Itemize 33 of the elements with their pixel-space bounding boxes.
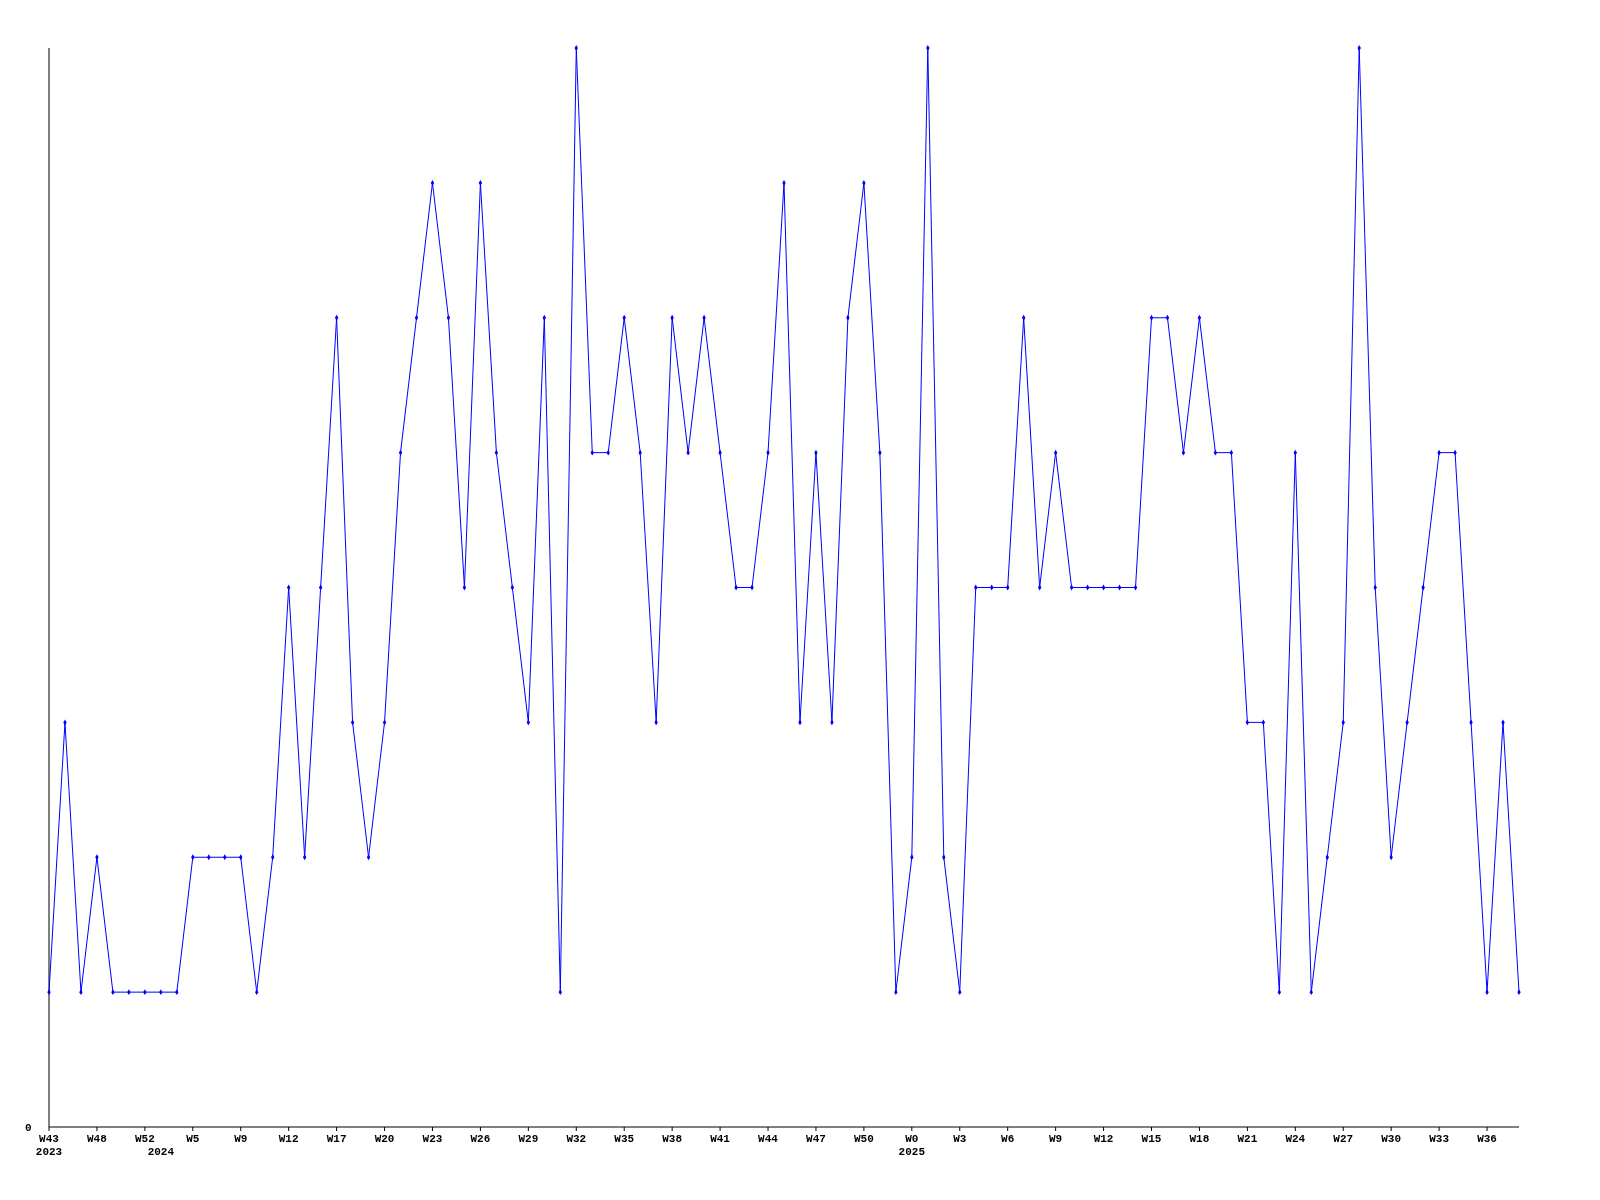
x-tick-label: W12 <box>278 1133 299 1145</box>
x-tick-label: W20 <box>374 1133 395 1145</box>
x-tick-label: W17 <box>326 1133 347 1145</box>
x-tick-label: W52 <box>134 1133 155 1145</box>
x-tick-label: W33 <box>1429 1133 1450 1145</box>
x-tick-label: W47 <box>806 1133 826 1145</box>
x-tick-label: W29 <box>518 1133 539 1145</box>
x-tick-label: W43 2023 <box>35 1133 63 1158</box>
x-tick-label: W32 <box>566 1133 587 1145</box>
x-tick-label: W6 <box>1001 1133 1015 1145</box>
x-tick-label: W12 <box>1093 1133 1114 1145</box>
x-tick-label: W36 <box>1477 1133 1497 1145</box>
x-tick-label: W18 <box>1189 1133 1210 1145</box>
x-tick-label: W30 <box>1381 1133 1402 1145</box>
x-tick-label: W23 <box>422 1133 443 1145</box>
text: 0 <box>25 1121 32 1134</box>
x-tick-label: W5 <box>186 1133 200 1145</box>
x-tick-label: W9 <box>234 1133 248 1145</box>
x-tick-label: W0 2025 <box>898 1133 926 1158</box>
x-tick-label: W41 <box>710 1133 731 1145</box>
text: 2024 <box>147 1146 175 1158</box>
x-tick-label: W26 <box>470 1133 491 1145</box>
x-tick-label: W27 <box>1333 1133 1354 1145</box>
x-tick-label: W3 <box>953 1133 967 1145</box>
x-tick-label: W24 <box>1285 1133 1306 1145</box>
x-tick-label: W21 <box>1237 1133 1258 1145</box>
x-tick-label: W50 <box>853 1133 874 1145</box>
x-tick-label: W9 <box>1049 1133 1063 1145</box>
x-tick-label: W15 <box>1141 1133 1162 1145</box>
x-tick-label: W35 <box>614 1133 635 1145</box>
x-tick-label: W44 <box>758 1133 779 1145</box>
x-tick-label: W38 <box>662 1133 683 1145</box>
x-tick-label: W48 <box>87 1133 108 1145</box>
